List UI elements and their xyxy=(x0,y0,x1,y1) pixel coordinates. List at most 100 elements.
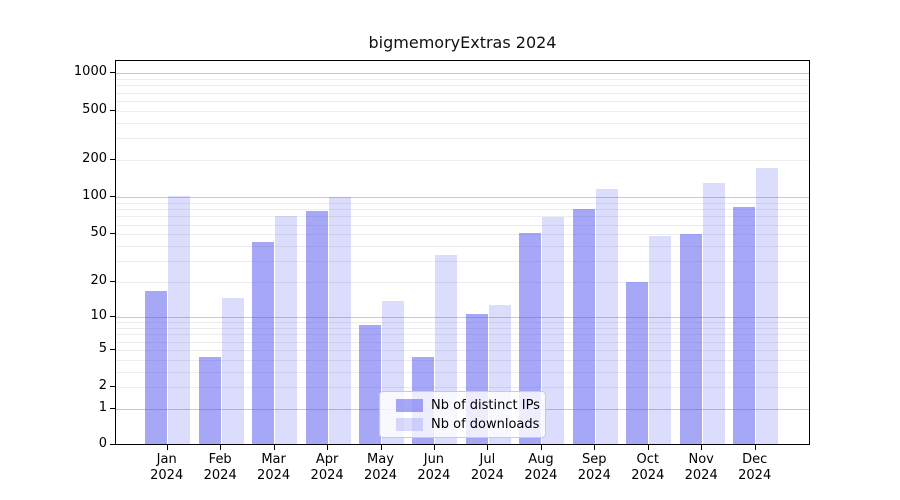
bar-downloads xyxy=(595,189,618,444)
y-tick-label: 20 xyxy=(90,273,107,289)
minor-gridline xyxy=(116,349,809,351)
minor-gridline xyxy=(116,78,809,80)
x-tick-label: Sep 2024 xyxy=(577,452,611,483)
y-tick-label: 200 xyxy=(82,151,107,167)
major-gridline xyxy=(116,317,809,319)
bar-downloads xyxy=(756,168,779,444)
x-tick-label: Feb 2024 xyxy=(203,452,237,483)
major-gridline xyxy=(116,197,809,199)
x-tick-label: Dec 2024 xyxy=(738,452,772,483)
x-tick-mark xyxy=(647,445,649,450)
bar-distinct-ips xyxy=(572,209,595,444)
minor-gridline xyxy=(116,216,809,218)
minor-gridline xyxy=(116,202,809,204)
bar-downloads xyxy=(221,297,244,444)
y-tick-label: 10 xyxy=(90,308,107,324)
y-tick-label: 1000 xyxy=(73,64,107,80)
x-tick-label: Jan 2024 xyxy=(150,452,184,483)
y-tick-label: 2 xyxy=(98,378,107,394)
y-tick-label: 100 xyxy=(82,188,107,204)
bar-downloads xyxy=(168,195,191,444)
minor-gridline xyxy=(116,224,809,226)
minor-gridline xyxy=(116,209,809,211)
x-tick-label: Aug 2024 xyxy=(524,452,558,483)
x-tick-mark xyxy=(701,445,703,450)
minor-gridline xyxy=(116,359,809,361)
y-tick-label: 5 xyxy=(98,340,107,356)
y-tick-label: 1 xyxy=(98,400,107,416)
bar-distinct-ips xyxy=(305,211,328,444)
minor-gridline xyxy=(116,328,809,329)
x-tick-mark xyxy=(327,445,329,450)
x-tick-mark xyxy=(594,445,596,450)
y-tick-mark xyxy=(110,281,115,283)
plot-area xyxy=(115,60,810,445)
y-tick-mark xyxy=(110,348,115,350)
bar-distinct-ips xyxy=(359,325,381,444)
legend-item-distinct-ips: Nb of distinct IPs xyxy=(396,396,545,415)
y-tick-mark xyxy=(110,386,115,388)
x-tick-mark xyxy=(487,445,489,450)
minor-gridline xyxy=(116,371,809,373)
minor-gridline xyxy=(116,92,809,94)
bar-distinct-ips xyxy=(198,357,221,444)
x-tick-mark xyxy=(754,445,756,450)
y-tick-mark xyxy=(110,233,115,235)
y-tick-label: 0 xyxy=(98,436,107,452)
minor-gridline xyxy=(116,234,809,236)
minor-gridline xyxy=(116,138,809,140)
y-tick-mark xyxy=(110,72,115,74)
bar-distinct-ips xyxy=(626,282,649,444)
legend-swatch-distinct-ips xyxy=(396,399,423,412)
bar-downloads xyxy=(328,197,351,444)
minor-gridline xyxy=(116,261,809,263)
y-tick-mark xyxy=(110,316,115,318)
legend-label-distinct-ips: Nb of distinct IPs xyxy=(431,398,540,413)
x-tick-label: Jul 2024 xyxy=(470,452,504,483)
x-tick-label: Oct 2024 xyxy=(631,452,665,483)
y-tick-label: 500 xyxy=(82,101,107,117)
y-tick-mark xyxy=(110,408,115,410)
bar-distinct-ips xyxy=(145,290,168,444)
x-tick-label: May 2024 xyxy=(363,452,398,483)
bar-downloads xyxy=(649,235,672,444)
bar-downloads xyxy=(542,216,565,444)
x-tick-mark xyxy=(433,445,435,450)
minor-gridline xyxy=(116,100,809,102)
bar-downloads xyxy=(702,182,725,444)
x-tick-mark xyxy=(540,445,542,450)
minor-gridline xyxy=(116,282,809,284)
minor-gridline xyxy=(116,387,809,389)
minor-gridline xyxy=(116,160,809,162)
minor-gridline xyxy=(116,322,809,324)
legend-item-downloads: Nb of downloads xyxy=(396,415,545,434)
x-tick-mark xyxy=(273,445,275,450)
chart-title: bigmemoryExtras 2024 xyxy=(368,33,557,52)
bar-downloads xyxy=(275,215,298,444)
minor-gridline xyxy=(116,110,809,112)
x-tick-label: Nov 2024 xyxy=(684,452,718,483)
legend-label-downloads: Nb of downloads xyxy=(431,417,540,432)
minor-gridline xyxy=(116,246,809,247)
bar-distinct-ips xyxy=(679,233,702,444)
minor-gridline xyxy=(116,85,809,87)
x-tick-mark xyxy=(220,445,222,450)
x-tick-label: Jun 2024 xyxy=(417,452,451,483)
major-gridline xyxy=(116,73,809,75)
y-tick-mark xyxy=(110,159,115,161)
x-tick-label: Apr 2024 xyxy=(310,452,344,483)
minor-gridline xyxy=(116,341,809,343)
y-tick-mark xyxy=(110,196,115,198)
y-tick-mark xyxy=(110,109,115,111)
x-tick-mark xyxy=(166,445,168,450)
legend: Nb of distinct IPs Nb of downloads xyxy=(379,391,546,438)
bar-distinct-ips xyxy=(252,241,275,444)
x-tick-label: Mar 2024 xyxy=(257,452,291,483)
bar-distinct-ips xyxy=(733,207,756,444)
y-tick-label: 50 xyxy=(90,225,107,241)
minor-gridline xyxy=(116,122,809,124)
legend-swatch-downloads xyxy=(396,418,423,431)
minor-gridline xyxy=(116,334,809,336)
x-tick-mark xyxy=(380,445,382,450)
